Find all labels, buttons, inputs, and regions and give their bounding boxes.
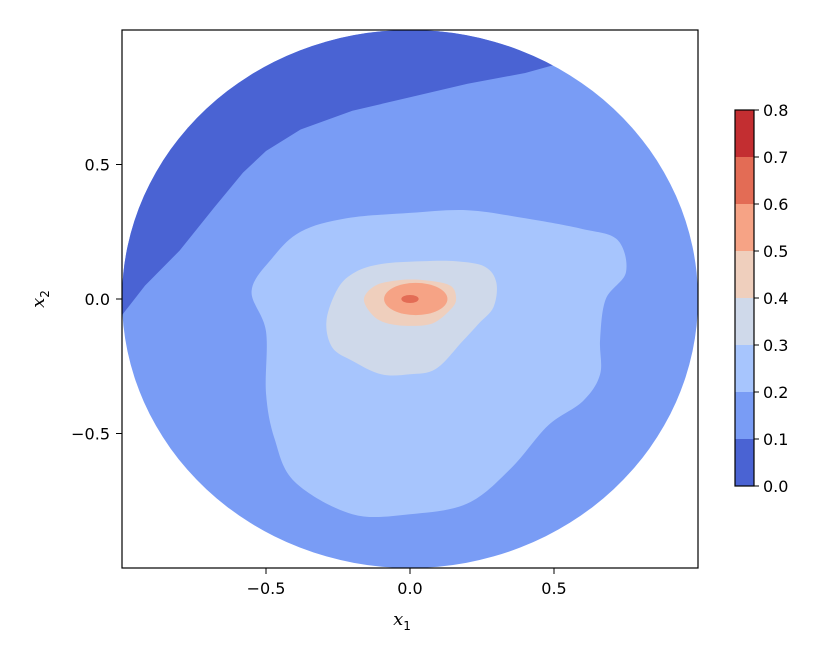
colorbar-segment xyxy=(735,157,754,204)
colorbar-tick-label: 0.1 xyxy=(763,430,788,449)
contour-level-0.6-0.7 xyxy=(401,294,419,304)
colorbar-segment xyxy=(735,251,754,298)
x-axis: −0.5 0.0 0.5 xyxy=(247,568,567,598)
colorbar-tick-label: 0.3 xyxy=(763,336,788,355)
colorbar-tick-label: 0.8 xyxy=(763,101,788,120)
y-tick-label: −0.5 xyxy=(71,425,110,444)
colorbar-tick-label: 0.4 xyxy=(763,289,788,308)
colorbar-tick-label: 0.7 xyxy=(763,148,788,167)
colorbar-segment xyxy=(735,392,754,439)
colorbar-segment xyxy=(735,110,754,157)
colorbar-segment xyxy=(735,439,754,486)
colorbar-segment xyxy=(735,345,754,392)
y-axis-label: x2 xyxy=(28,290,52,308)
x-tick-label: 0.5 xyxy=(541,579,566,598)
colorbar: 0.0 0.1 0.2 0.3 0.4 0.5 0.6 0.7 0.8 xyxy=(734,101,788,496)
y-tick-label: 0.5 xyxy=(85,156,110,175)
colorbar-tick-label: 0.5 xyxy=(763,242,788,261)
x-tick-label: −0.5 xyxy=(247,579,286,598)
x-axis-label: x1 xyxy=(393,609,411,633)
colorbar-segment xyxy=(735,204,754,251)
plot-area xyxy=(121,29,699,569)
y-tick-label: 0.0 xyxy=(85,290,110,309)
contour-fill-layers xyxy=(122,30,698,568)
colorbar-tick-label: 0.2 xyxy=(763,383,788,402)
colorbar-tick-label: 0.6 xyxy=(763,195,788,214)
y-axis: −0.5 0.0 0.5 xyxy=(71,156,122,444)
x-tick-label: 0.0 xyxy=(397,579,422,598)
colorbar-segment xyxy=(735,298,754,345)
colorbar-tick-label: 0.0 xyxy=(763,477,788,496)
